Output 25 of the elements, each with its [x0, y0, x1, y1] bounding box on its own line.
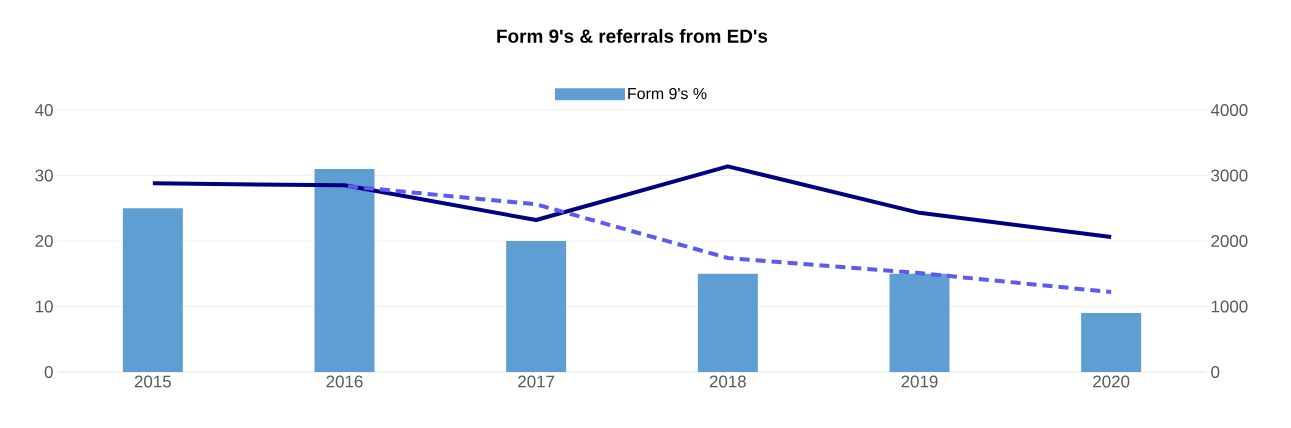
chart-title: Form 9's & referrals from ED's	[497, 28, 768, 43]
y2-tick-label: 3000	[1211, 169, 1248, 182]
x-tick-label: 2015	[134, 375, 171, 388]
x-tick-label: 2017	[518, 375, 555, 388]
y-tick-label: 30	[35, 169, 53, 182]
y-tick-label: 10	[35, 300, 53, 313]
y-tick-label: 0	[44, 366, 53, 378]
bar	[1081, 313, 1142, 372]
y-tick-label: 20	[35, 235, 53, 247]
bar	[122, 208, 183, 372]
y-tick-label: 40	[35, 104, 53, 116]
y2-tick-label: 1000	[1211, 300, 1248, 313]
bar	[697, 273, 758, 372]
y2-tick-label: 4000	[1210, 104, 1248, 116]
legend-label: Form 9's %	[628, 87, 707, 100]
x-tick-label: 2018	[709, 375, 746, 388]
x-tick-label: 2020	[1093, 375, 1130, 388]
bar	[314, 168, 375, 372]
x-tick-label: 2019	[901, 375, 938, 388]
bar	[506, 241, 567, 372]
x-tick-label: 2016	[326, 375, 363, 388]
line-series	[150, 164, 1114, 240]
y2-tick-label: 0	[1211, 366, 1220, 378]
y2-tick-label: 2000	[1211, 235, 1248, 247]
bar	[889, 273, 950, 372]
